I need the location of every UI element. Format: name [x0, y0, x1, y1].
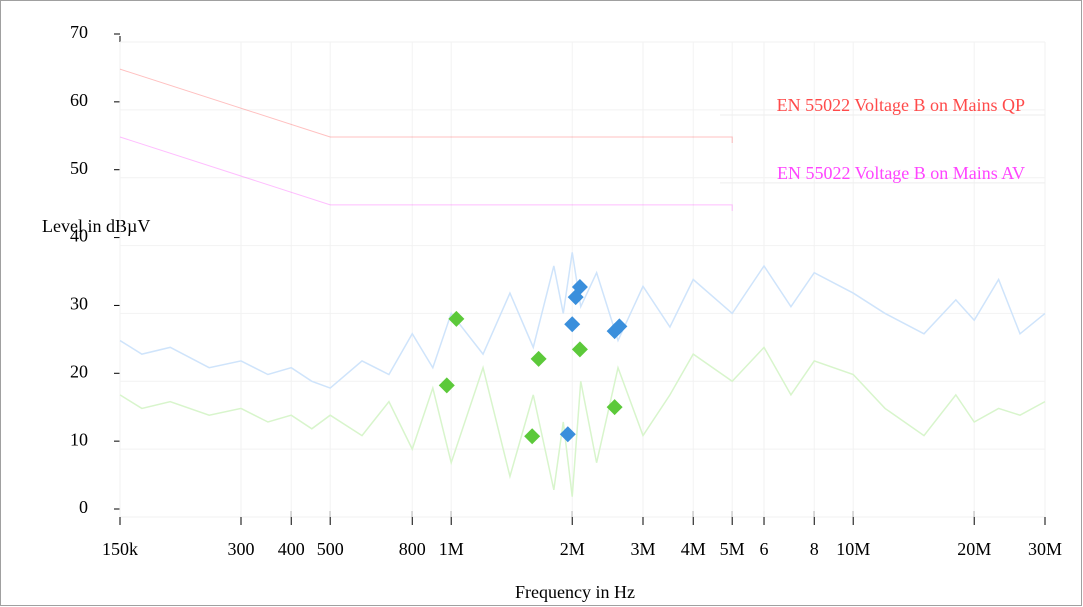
x-tick-label: 8	[810, 539, 819, 559]
limit-label: EN 55022 Voltage B on Mains QP	[777, 95, 1025, 115]
limit-line	[119, 68, 733, 143]
x-tick-label: 300	[228, 539, 255, 559]
x-tick-label: 3M	[630, 539, 655, 559]
x-tick-label: 20M	[957, 539, 991, 559]
x-tick-label: 2M	[560, 539, 585, 559]
x-tick-label: 500	[317, 539, 344, 559]
y-tick-label: 10	[70, 429, 88, 449]
limit-label: EN 55022 Voltage B on Mains AV	[777, 163, 1025, 183]
limit-line	[119, 136, 733, 211]
y-tick-label: 30	[70, 294, 88, 314]
measurement-marker	[564, 316, 581, 333]
measurement-marker	[611, 318, 628, 335]
x-tick-label: 6	[760, 539, 769, 559]
x-tick-label: 30M	[1028, 539, 1062, 559]
y-tick-label: 0	[79, 497, 88, 517]
y-tick-label: 20	[70, 361, 88, 381]
measurement-marker	[438, 377, 455, 394]
measurement-marker	[571, 341, 588, 358]
x-tick-label: 150k	[102, 539, 138, 559]
measurement-marker	[606, 399, 623, 416]
x-axis-label: Frequency in Hz	[515, 582, 635, 602]
y-axis-label: Level in dBµV	[42, 216, 150, 236]
spectrum-trace	[119, 346, 1046, 497]
spectrum-trace	[119, 252, 1046, 389]
x-tick-label: 10M	[836, 539, 870, 559]
y-tick-label: 70	[70, 22, 88, 42]
measurement-marker	[530, 350, 547, 367]
measurement-marker	[448, 310, 465, 327]
measurement-marker	[559, 426, 576, 443]
x-tick-label: 1M	[439, 539, 464, 559]
x-tick-label: 5M	[720, 539, 745, 559]
measurement-marker	[524, 428, 541, 445]
measurement-marker	[571, 278, 588, 295]
y-tick-label: 40	[70, 226, 88, 246]
y-tick-label: 60	[70, 90, 88, 110]
x-tick-label: 400	[278, 539, 305, 559]
x-tick-label: 800	[399, 539, 426, 559]
y-tick-label: 50	[70, 158, 88, 178]
x-tick-label: 4M	[681, 539, 706, 559]
